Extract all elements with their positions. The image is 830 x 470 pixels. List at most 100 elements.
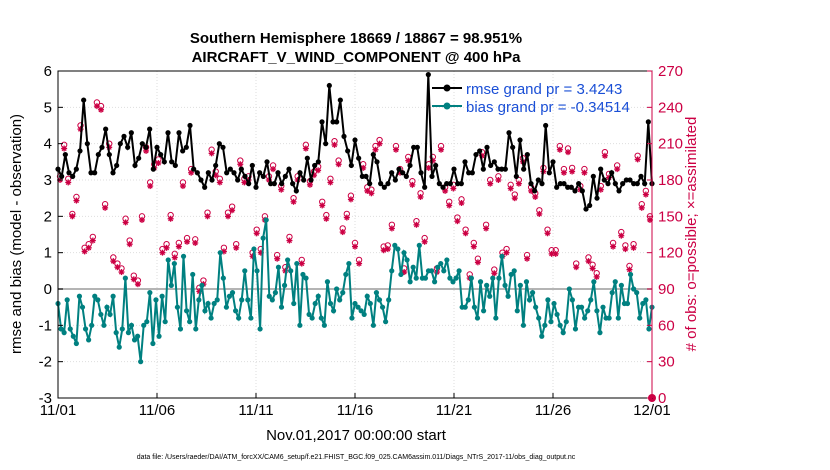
obs-assimilated-marker [171, 254, 178, 261]
obs-assimilated-stroke [303, 145, 309, 152]
series-point-bias [554, 311, 560, 318]
obs-assimilated-stroke [348, 196, 354, 202]
series-point-rmse [447, 181, 453, 187]
series-point-rmse [539, 181, 545, 187]
series-point-rmse [257, 170, 263, 176]
obs-assimilated-stroke [331, 142, 338, 148]
obs-assimilated-stroke [307, 182, 313, 188]
x-tick-label: 11/06 [139, 402, 175, 419]
series-lines [55, 72, 655, 365]
obs-assimilated-marker [298, 260, 305, 267]
x-tick-label: 11/21 [436, 402, 472, 419]
obs-assimilated-stroke [225, 213, 231, 219]
series-point-rmse [363, 173, 369, 179]
obs-assimilated-stroke [241, 179, 247, 185]
series-point-bias [263, 217, 269, 223]
obs-assimilated-marker [102, 204, 109, 211]
obs-assimilated-marker [134, 281, 141, 288]
series-point-rmse [180, 148, 186, 154]
series-point-rmse [66, 170, 72, 176]
obs-assimilated-stroke [622, 246, 628, 252]
series-point-bias [340, 290, 346, 296]
series-point-rmse [568, 184, 574, 190]
series-point-bias [251, 246, 257, 252]
series-point-rmse [598, 166, 604, 172]
obs-assimilated-marker [495, 177, 502, 183]
series-point-bias [318, 315, 324, 321]
obs-assimilated-marker [208, 150, 215, 157]
obs-assimilated-stroke [204, 213, 211, 219]
series-point-rmse [587, 202, 593, 209]
obs-assimilated-marker [155, 160, 162, 167]
series-point-bias [533, 304, 539, 310]
series-point-bias [582, 315, 588, 321]
series-point-rmse [535, 177, 541, 183]
series-point-rmse [128, 130, 134, 136]
obs-assimilated-marker [130, 276, 137, 283]
obs-assimilated-stroke [393, 147, 399, 153]
series-point-rmse [561, 181, 567, 187]
y-tick-label-left: -2 [39, 354, 52, 371]
series-point-rmse [220, 144, 226, 150]
obs-assimilated-stroke [536, 211, 542, 217]
obs-assimilated-stroke [278, 187, 284, 193]
series-point-rmse [462, 159, 468, 165]
obs-assimilated-stroke [549, 251, 555, 257]
obs-assimilated-marker [462, 230, 469, 237]
series-point-bias [248, 315, 254, 321]
series-point-rmse [304, 155, 310, 161]
x-tick-label: 12/01 [633, 402, 671, 419]
series-point-rmse [590, 173, 596, 179]
series-point-rmse [224, 170, 230, 176]
obs-assimilated-marker [237, 161, 244, 168]
obs-assimilated-stroke [90, 237, 96, 244]
series-point-bias [156, 333, 162, 339]
series-point-rmse [436, 181, 442, 187]
series-point-bias [578, 304, 585, 310]
series-point-rmse [631, 181, 637, 187]
series-point-bias [588, 297, 594, 303]
series-point-bias [508, 271, 514, 278]
series-point-bias [361, 311, 367, 318]
series-point-rmse [235, 177, 241, 183]
series-point-rmse [433, 162, 439, 169]
series-point-bias [462, 304, 468, 310]
series-point-rmse [319, 119, 325, 125]
series-point-rmse [400, 170, 406, 176]
series-point-bias [208, 315, 214, 321]
series-point-rmse [293, 188, 299, 194]
series-point-bias [242, 268, 248, 274]
series-point-rmse [73, 166, 79, 172]
series-point-bias [104, 304, 110, 310]
series-point-bias [211, 300, 217, 307]
series-point-rmse [418, 170, 424, 176]
series-point-rmse [253, 184, 259, 190]
obs-assimilated-stroke [450, 185, 456, 192]
obs-assimilated-stroke [573, 264, 579, 270]
obs-assimilated-marker [638, 204, 645, 211]
series-point-rmse [576, 181, 582, 187]
obs-assimilated-marker [327, 179, 334, 186]
obs-assimilated-marker [175, 243, 182, 250]
series-point-bias [107, 311, 113, 318]
obs-assimilated-stroke [254, 230, 260, 236]
series-point-bias [131, 337, 138, 343]
series-point-bias [110, 293, 116, 299]
series-point-rmse [550, 159, 556, 165]
legend-bias: bias grand pr = -0.34514 [466, 99, 630, 116]
series-point-rmse [301, 177, 307, 183]
series-point-rmse [81, 97, 87, 103]
obs-assimilated-stroke [168, 216, 174, 222]
obs-assimilated-stroke [405, 158, 411, 164]
series-point-rmse [315, 159, 321, 165]
series-point-bias [171, 260, 177, 267]
series-point-bias [631, 286, 637, 292]
obs-assimilated-marker [552, 250, 559, 257]
obs-assimilated-marker [614, 166, 621, 173]
obs-assimilated-stroke [209, 150, 215, 156]
series-point-bias [89, 322, 95, 328]
obs-assimilated-marker [503, 249, 510, 256]
series-point-rmse [345, 148, 351, 154]
series-point-bias [413, 275, 419, 281]
series-point-rmse [389, 170, 395, 176]
